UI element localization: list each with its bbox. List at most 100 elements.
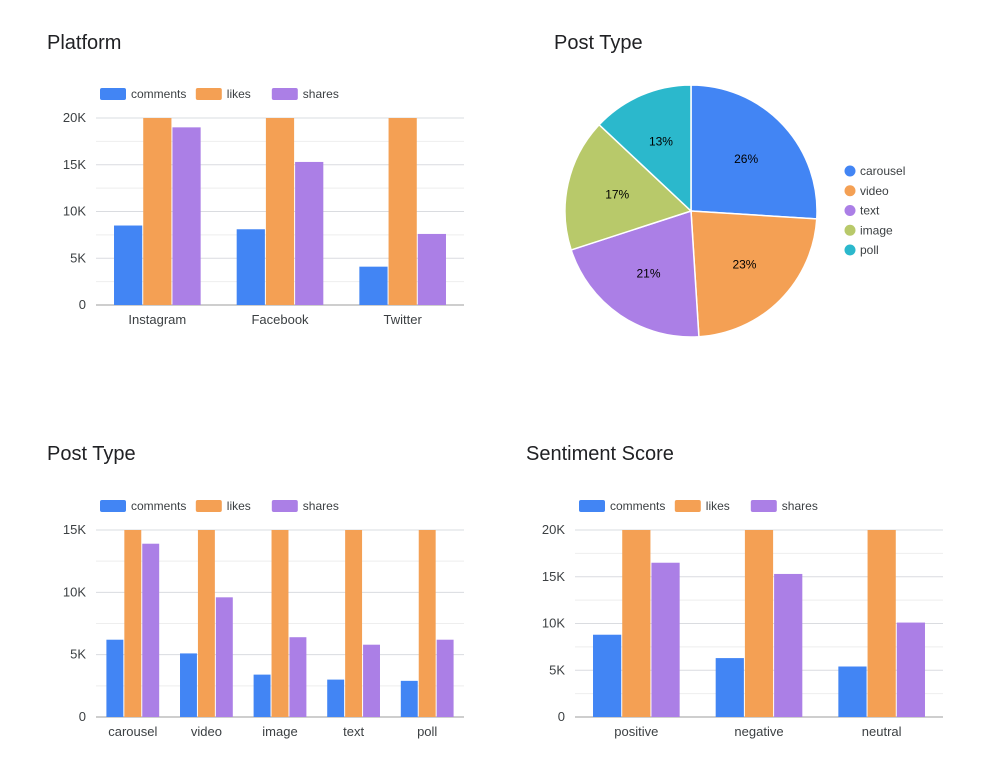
post-type-bar-xtick-label: carousel xyxy=(108,724,157,739)
platform-ytick-label: 10K xyxy=(63,204,86,219)
platform-ytick-label: 20K xyxy=(63,110,86,125)
sentiment-legend-label-comments: comments xyxy=(610,499,665,513)
post-type-bar-chart: 0 5K 10K 15K carousel video image text poll comme… xyxy=(63,499,464,739)
platform-bar-shares-Facebook xyxy=(295,161,324,305)
post-type-bar-xtick-label: video xyxy=(191,724,222,739)
post-type-pie-slice-label-image: 17% xyxy=(605,188,629,202)
sentiment-bar-likes-negative xyxy=(744,530,774,717)
sentiment-legend-swatch-shares xyxy=(750,500,777,512)
sentiment-bar-comments-negative xyxy=(715,658,744,717)
post-type-bar-legend-swatch-likes xyxy=(195,500,222,512)
post-type-bar-bar-shares-text xyxy=(363,644,380,717)
post-type-pie-legend-label-text: text xyxy=(860,204,880,218)
platform-xtick-label: Facebook xyxy=(251,312,309,327)
post-type-bar-bar-likes-carousel xyxy=(124,530,142,717)
platform-chart-title: Platform xyxy=(47,32,122,54)
post-type-bar-legend-swatch-comments xyxy=(100,500,126,512)
sentiment-bar-shares-neutral xyxy=(896,622,925,717)
sentiment-legend-label-shares: shares xyxy=(782,499,818,513)
post-type-bar-bar-shares-poll xyxy=(436,639,454,717)
post-type-bar-bar-shares-video xyxy=(215,597,233,717)
post-type-bar-bar-comments-text xyxy=(327,679,345,717)
sentiment-ytick-label: 20K xyxy=(542,522,565,537)
sentiment-bar-likes-positive xyxy=(622,530,651,717)
post-type-pie-legend-swatch-poll xyxy=(844,244,856,256)
post-type-bar-title: Post Type xyxy=(47,443,136,465)
post-type-bar-xtick-label: poll xyxy=(417,724,437,739)
post-type-bar-xtick-label: text xyxy=(343,724,364,739)
platform-ytick-label: 0 xyxy=(79,297,86,312)
platform-ytick-label: 5K xyxy=(70,250,86,265)
post-type-pie-legend-swatch-carousel xyxy=(844,165,856,177)
post-type-pie-slice-poll xyxy=(598,84,692,213)
sentiment-xtick-label: neutral xyxy=(862,724,902,739)
platform-legend-swatch-likes xyxy=(195,88,222,100)
platform-legend-label-likes: likes xyxy=(227,87,251,101)
platform-legend-label-shares: shares xyxy=(303,87,339,101)
post-type-bar-bar-likes-poll xyxy=(418,530,436,717)
post-type-pie-slice-video xyxy=(690,210,818,338)
sentiment-bar-shares-negative xyxy=(774,573,803,717)
post-type-bar-ytick-label: 0 xyxy=(79,709,86,724)
post-type-bar-bar-comments-carousel xyxy=(106,639,124,717)
post-type-pie-legend-label-poll: poll xyxy=(860,243,879,257)
post-type-bar-legend-label-comments: comments xyxy=(131,499,186,513)
platform-bar-likes-Instagram xyxy=(143,118,172,305)
sentiment-bar-comments-positive xyxy=(593,634,622,717)
post-type-bar-bar-shares-carousel xyxy=(142,543,160,717)
post-type-bar-bar-shares-image xyxy=(289,637,307,717)
sentiment-bar-shares-positive xyxy=(651,562,680,717)
post-type-bar-legend-label-shares: shares xyxy=(303,499,339,513)
platform-legend-label-comments: comments xyxy=(131,87,186,101)
platform-bar-likes-Twitter xyxy=(388,118,417,305)
sentiment-ytick-label: 5K xyxy=(549,662,565,677)
post-type-bar-ytick-label: 15K xyxy=(63,522,86,537)
sentiment-bar-likes-neutral xyxy=(867,530,896,717)
post-type-pie-legend-label-carousel: carousel xyxy=(860,164,905,178)
post-type-pie-slice-label-text: 21% xyxy=(636,267,660,281)
post-type-pie-legend-swatch-image xyxy=(844,224,856,236)
sentiment-legend-swatch-likes xyxy=(674,500,701,512)
post-type-bar-bar-likes-text xyxy=(345,530,363,717)
post-type-pie-legend-label-video: video xyxy=(860,184,889,198)
post-type-bar-bar-comments-video xyxy=(180,653,197,717)
post-type-bar-bar-comments-image xyxy=(253,674,271,717)
platform-bar-comments-Instagram xyxy=(114,225,143,305)
post-type-pie-title: Post Type xyxy=(554,32,643,54)
post-type-bar-ytick-label: 10K xyxy=(63,584,86,599)
post-type-bar-bar-likes-video xyxy=(197,530,215,717)
platform-chart: 0 5K 10K 15K 20K Instagram Facebook Twitter comm… xyxy=(63,87,464,327)
post-type-pie-legend-swatch-video xyxy=(844,185,856,197)
sentiment-ytick-label: 10K xyxy=(542,616,565,631)
post-type-bar-xtick-label: image xyxy=(262,724,297,739)
post-type-pie-legend-label-image: image xyxy=(860,223,893,237)
sentiment-ytick-label: 0 xyxy=(558,709,565,724)
post-type-bar-legend-swatch-shares xyxy=(271,500,298,512)
post-type-pie-legend-swatch-text xyxy=(844,205,856,216)
platform-bar-likes-Facebook xyxy=(265,118,295,305)
post-type-bar-legend-label-likes: likes xyxy=(227,499,251,513)
post-type-pie-chart: 26% 23% 21% 17% 13% carousel video text image pol… xyxy=(564,84,905,338)
post-type-pie-slice-label-video: 23% xyxy=(732,257,756,271)
platform-legend-swatch-shares xyxy=(271,88,298,100)
sentiment-legend-swatch-comments xyxy=(579,500,605,512)
post-type-pie-slice-label-carousel: 26% xyxy=(734,152,758,166)
post-type-bar-ytick-label: 5K xyxy=(70,647,86,662)
post-type-bar-bar-likes-image xyxy=(271,530,289,717)
sentiment-legend-label-likes: likes xyxy=(706,499,730,513)
sentiment-xtick-label: negative xyxy=(734,724,783,739)
platform-legend-swatch-comments xyxy=(100,88,126,100)
sentiment-chart-title: Sentiment Score xyxy=(526,443,674,465)
platform-bar-comments-Twitter xyxy=(359,266,388,305)
post-type-pie-slice-carousel xyxy=(690,84,818,220)
post-type-pie-slice-text xyxy=(570,209,700,338)
post-type-pie-slice-label-poll: 13% xyxy=(649,135,673,149)
sentiment-bar-comments-neutral xyxy=(838,666,867,717)
post-type-pie-slice-image xyxy=(564,123,693,251)
platform-bar-shares-Instagram xyxy=(172,127,201,305)
platform-bar-shares-Twitter xyxy=(417,233,446,305)
sentiment-ytick-label: 15K xyxy=(542,569,565,584)
sentiment-xtick-label: positive xyxy=(614,724,658,739)
platform-xtick-label: Instagram xyxy=(128,312,186,327)
